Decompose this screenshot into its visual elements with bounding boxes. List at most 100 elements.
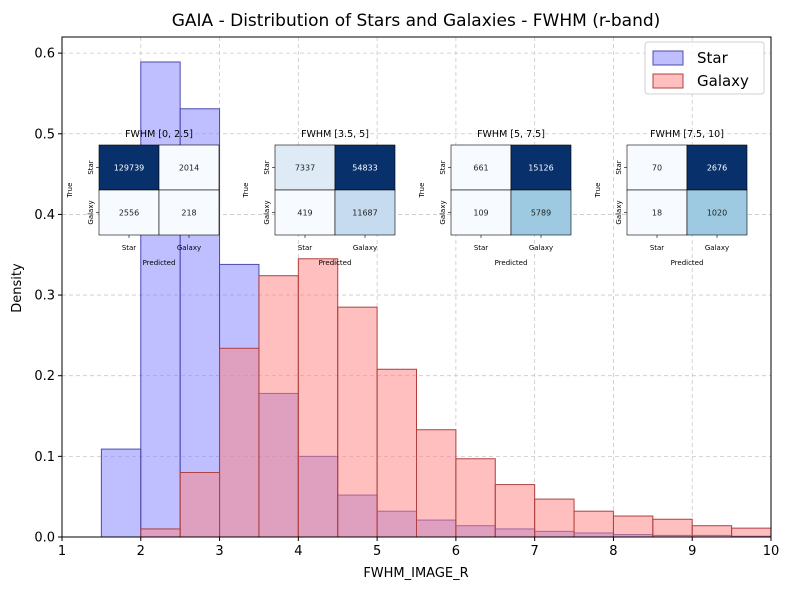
- inset-y-label: True: [242, 183, 250, 199]
- confusion-matrix-3: FWHM [5, 7.5] 661 15126 109 5789 Star Galaxy Tr…: [418, 129, 572, 267]
- matrix-cell: [334, 189, 396, 236]
- row-label: Star: [439, 160, 447, 174]
- confusion-matrix-4: FWHM [7.5, 10] 70 2676 18 1020 Star Galaxy True…: [594, 129, 748, 267]
- inset-title: FWHM [7.5, 10]: [650, 129, 724, 140]
- inset-y-label: True: [66, 183, 74, 199]
- row-label: Galaxy: [439, 200, 447, 224]
- bar-galaxy: [731, 527, 772, 538]
- matrix-cell-value: 218: [181, 209, 196, 218]
- matrix-cell-value: 2676: [707, 164, 727, 173]
- matrix-cell: [334, 144, 396, 191]
- matrix-cell-value: 11687: [352, 209, 377, 218]
- matrix-cell-value: 419: [297, 209, 312, 218]
- x-tick-label: 4: [294, 544, 302, 559]
- inset-y-label: True: [594, 183, 602, 199]
- col-label: Star: [122, 244, 136, 252]
- matrix-cell-value: 7337: [295, 164, 315, 173]
- bar-galaxy: [416, 429, 457, 538]
- bar-star: [100, 448, 142, 538]
- matrix-cell-value: 2014: [179, 164, 199, 173]
- bar-galaxy: [652, 518, 693, 538]
- bar-galaxy: [219, 347, 260, 538]
- confusion-matrix-2: FWHM [3.5, 5] 7337 54833 419 11687 Star Galaxy…: [242, 129, 396, 267]
- row-label: Star: [87, 160, 95, 174]
- plot-frame: [61, 36, 772, 538]
- col-label: Star: [650, 244, 664, 252]
- bar-galaxy: [691, 525, 733, 538]
- x-tick-label: 9: [688, 544, 696, 559]
- matrix-cell-value: 5789: [531, 209, 551, 218]
- inset-x-label: Predicted: [671, 259, 704, 267]
- matrix-cell-value: 2556: [119, 209, 139, 218]
- row-label: Star: [263, 160, 271, 174]
- x-tick-label: 3: [215, 544, 223, 559]
- row-label: Star: [615, 160, 623, 174]
- matrix-cell: [274, 189, 336, 236]
- bar-galaxy: [179, 471, 221, 538]
- matrix-cell: [158, 189, 220, 236]
- x-tick-label: 7: [531, 544, 539, 559]
- col-label: Galaxy: [177, 244, 201, 252]
- matrix-cell: [686, 144, 748, 191]
- y-tick-label: 0.3: [34, 289, 55, 304]
- legend-swatch-galaxy: [652, 73, 684, 89]
- bar-galaxy: [258, 275, 299, 538]
- col-label: Star: [474, 244, 488, 252]
- chart-title: GAIA - Distribution of Stars and Galaxie…: [172, 11, 661, 31]
- y-tick-label: 0.0: [34, 531, 55, 546]
- matrix-cell-value: 18: [652, 209, 662, 218]
- matrix-cell-value: 109: [473, 209, 488, 218]
- bar-galaxy: [140, 528, 181, 538]
- bar-galaxy: [573, 510, 614, 538]
- x-tick-label: 5: [373, 544, 381, 559]
- matrix-cell: [98, 189, 160, 236]
- bar-galaxy: [455, 458, 496, 538]
- matrix-cell: [98, 144, 160, 191]
- bar-galaxy: [612, 515, 654, 538]
- legend-label-star: Star: [697, 49, 729, 67]
- y-tick-label: 0.6: [34, 47, 55, 62]
- legend-label-galaxy: Galaxy: [697, 72, 749, 90]
- inset-title: FWHM [0, 2.5]: [125, 129, 193, 140]
- x-tick-label: 6: [452, 544, 460, 559]
- col-label: Galaxy: [705, 244, 729, 252]
- inset-y-label: True: [418, 183, 426, 199]
- matrix-cell: [510, 189, 572, 236]
- inset-title: FWHM [3.5, 5]: [301, 129, 369, 140]
- y-axis-label: Density: [10, 263, 25, 313]
- x-tick-label: 2: [137, 544, 145, 559]
- matrix-cell: [510, 144, 572, 191]
- row-label: Galaxy: [615, 200, 623, 224]
- legend-swatch-star: [652, 50, 684, 66]
- matrix-cell-value: 1020: [707, 209, 727, 218]
- bar-galaxy: [494, 484, 536, 538]
- bar-galaxy: [376, 368, 418, 538]
- inset-x-label: Predicted: [495, 259, 528, 267]
- y-axis-ticks: 0.0 0.1 0.2 0.3 0.4 0.5 0.6: [34, 47, 62, 546]
- matrix-cell-value: 70: [652, 164, 662, 173]
- row-label: Galaxy: [87, 200, 95, 224]
- y-tick-label: 0.2: [34, 369, 55, 384]
- confusion-matrix-1: FWHM [0, 2.5] 129739 2014 2556 218 Star Galaxy…: [66, 129, 220, 267]
- matrix-cell-value: 129739: [114, 164, 145, 173]
- y-tick-label: 0.4: [34, 208, 55, 223]
- matrix-cell-value: 15126: [528, 164, 553, 173]
- matrix-cell-value: 661: [473, 164, 488, 173]
- x-axis-label: FWHM_IMAGE_R: [363, 566, 468, 581]
- inset-x-label: Predicted: [143, 259, 176, 267]
- y-tick-label: 0.1: [34, 450, 55, 465]
- inset-x-label: Predicted: [319, 259, 352, 267]
- inset-title: FWHM [5, 7.5]: [477, 129, 545, 140]
- x-axis-ticks: 1 2 3 4 5 6 7 8 9 10: [58, 537, 779, 559]
- matrix-cell: [158, 144, 220, 191]
- bar-galaxy: [297, 258, 339, 538]
- x-tick-label: 10: [763, 544, 780, 559]
- legend: Star Galaxy: [644, 41, 765, 95]
- bar-galaxy: [534, 498, 575, 538]
- x-tick-label: 1: [58, 544, 66, 559]
- matrix-cell: [626, 189, 688, 236]
- x-tick-label: 8: [609, 544, 617, 559]
- y-tick-label: 0.5: [34, 127, 55, 142]
- confusion-matrix-insets: FWHM [0, 2.5] 129739 2014 2556 218 Star Galaxy…: [66, 129, 748, 267]
